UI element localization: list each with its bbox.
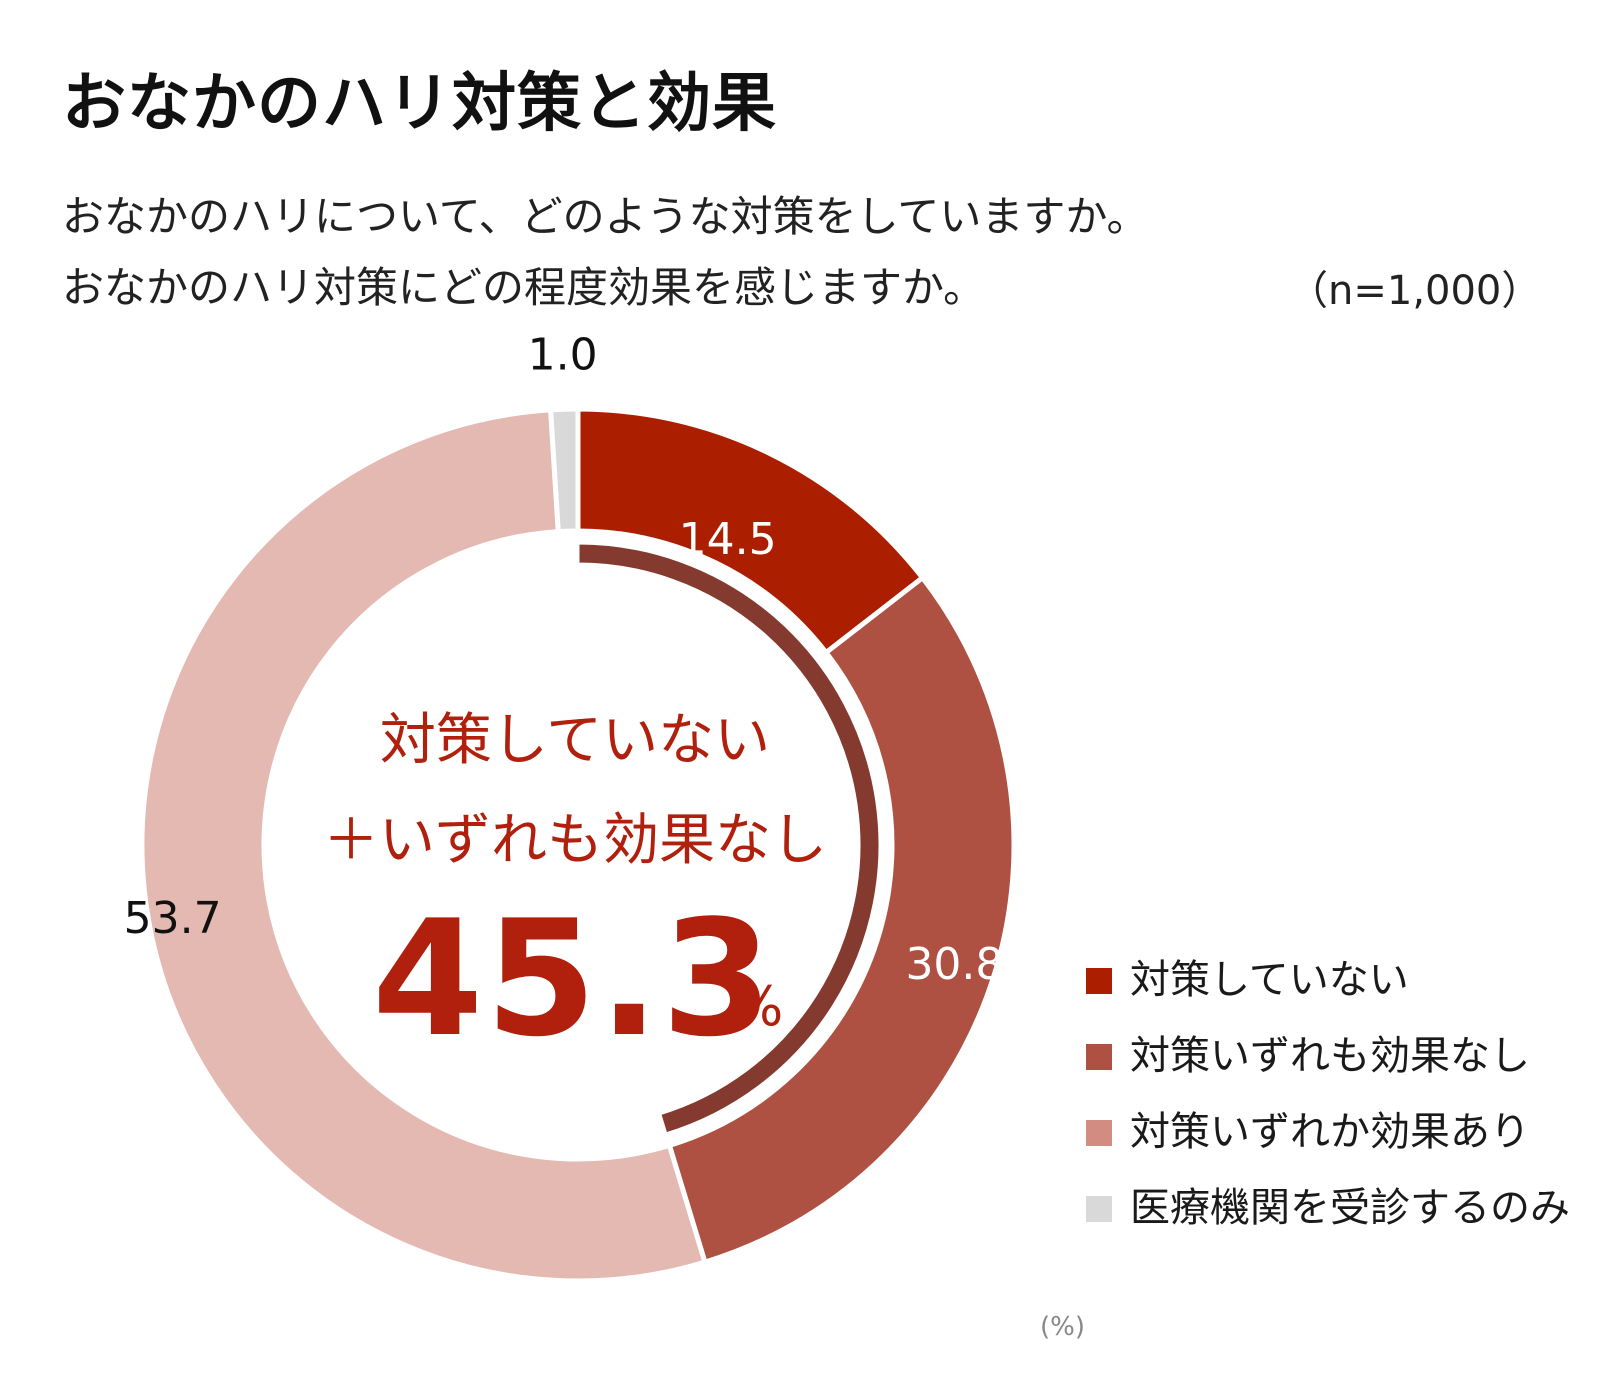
slice-some-effect (139, 407, 709, 1284)
center-label-line-2: ＋いずれも効果なし (323, 808, 827, 873)
legend-swatch (1086, 1120, 1112, 1146)
center-total-value: 45.3 (372, 885, 775, 1072)
legend: 対策していない 対策いずれも効果なし 対策いずれか効果あり 医療機関を受診するの… (1086, 955, 1570, 1259)
slice-no-effect (666, 574, 1017, 1266)
data-label: 14.5 (679, 514, 777, 565)
highlight-arc (576, 541, 882, 1136)
legend-item-clinic-only: 医療機関を受診するのみ (1086, 1183, 1570, 1259)
legend-item-some-effect: 対策いずれか効果あり (1086, 1107, 1570, 1183)
center-label-line-1: 対策していない (379, 708, 771, 773)
legend-label: 対策いずれも効果なし (1130, 1033, 1530, 1079)
question-text-2: おなかのハリ対策にどの程度効果を感じますか。 (62, 263, 986, 312)
data-label: 1.0 (528, 330, 598, 381)
sample-size-label: （n=1,000） (1288, 268, 1542, 314)
legend-swatch (1086, 1196, 1112, 1222)
question-text-1: おなかのハリについて、どのような対策をしていますか。 (62, 192, 1149, 241)
center-total-unit: % (732, 975, 784, 1038)
chart-title: おなかのハリ対策と効果 (62, 67, 777, 141)
legend-item-no-measures: 対策していない (1086, 955, 1570, 1031)
data-label: 30.8 (905, 939, 1003, 990)
legend-label: 医療機関を受診するのみ (1130, 1185, 1570, 1231)
legend-swatch (1086, 1044, 1112, 1070)
data-label: 53.7 (124, 893, 222, 944)
unit-note: (%) (1040, 1312, 1085, 1342)
legend-swatch (1086, 968, 1112, 994)
legend-item-no-effect: 対策いずれも効果なし (1086, 1031, 1570, 1107)
legend-label: 対策いずれか効果あり (1130, 1109, 1530, 1155)
slice-clinic-only (547, 406, 581, 535)
legend-label: 対策していない (1130, 957, 1409, 1003)
